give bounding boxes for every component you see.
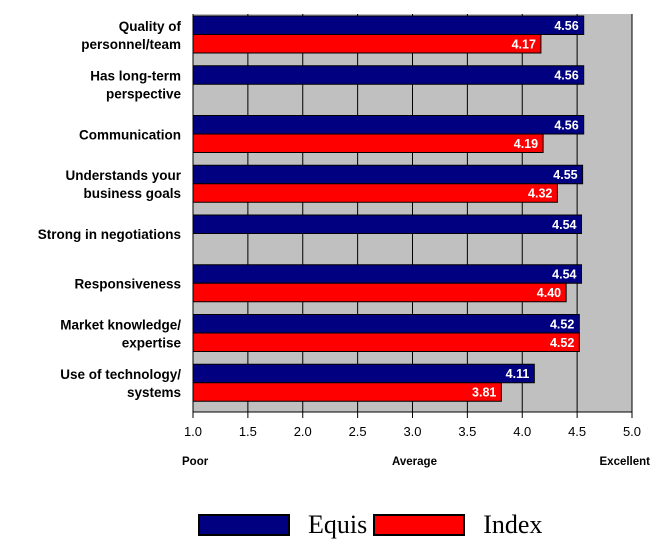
category-label: Market knowledge/expertise bbox=[60, 317, 181, 350]
scale-label-average: Average bbox=[392, 456, 437, 468]
legend-swatch-equis bbox=[198, 514, 290, 536]
data-label-index: 4.52 bbox=[550, 336, 574, 350]
x-tick-label: 5.0 bbox=[623, 424, 641, 439]
bar-equis bbox=[192, 214, 583, 234]
category-label: Understands your business goals bbox=[65, 168, 181, 201]
bar-index bbox=[192, 183, 558, 203]
bar-equis bbox=[192, 264, 583, 284]
x-tick-label: 2.0 bbox=[294, 424, 312, 439]
bar-index bbox=[192, 332, 580, 352]
x-tick-label: 4.0 bbox=[513, 424, 531, 439]
x-tick-label: 3.0 bbox=[403, 424, 421, 439]
data-label-equis: 4.56 bbox=[554, 19, 578, 33]
bar-equis bbox=[192, 363, 535, 384]
bar-index bbox=[192, 282, 567, 303]
data-label-equis: 4.54 bbox=[552, 268, 576, 282]
data-label-index: 3.81 bbox=[472, 386, 496, 400]
data-label-equis: 4.55 bbox=[553, 168, 577, 182]
data-label-index: 4.17 bbox=[512, 37, 536, 51]
x-tick-label: 1.0 bbox=[184, 424, 202, 439]
legend-label-index: Index bbox=[483, 510, 543, 539]
bar-chart: 4.56 4.17 4.56 4.56 4.19 4.554.32 4.54 4.54 4.40… bbox=[38, 14, 651, 468]
data-label-index: 4.19 bbox=[514, 137, 538, 151]
category-label: Has long-term perspective bbox=[90, 69, 181, 102]
data-label-equis: 4.52 bbox=[550, 317, 574, 331]
category-label: Strong in negotiations bbox=[38, 227, 181, 242]
bar-equis bbox=[192, 115, 585, 135]
category-label: Responsiveness bbox=[74, 277, 181, 292]
legend-swatch-index bbox=[373, 514, 466, 536]
data-label-equis: 4.11 bbox=[506, 367, 530, 381]
category-label: Use of technology/systems bbox=[60, 367, 181, 400]
bar-index bbox=[192, 34, 542, 54]
bar-index bbox=[192, 133, 544, 153]
x-tick-label: 3.5 bbox=[458, 424, 476, 439]
bar-equis bbox=[192, 314, 580, 334]
bar-index bbox=[192, 382, 502, 402]
data-label-equis: 4.56 bbox=[554, 118, 578, 132]
data-label-equis: 4.54 bbox=[552, 218, 576, 232]
bar-equis bbox=[192, 164, 584, 185]
legend: Equis Index bbox=[198, 510, 542, 540]
x-tick-label: 1.5 bbox=[239, 424, 257, 439]
category-label: Communication bbox=[79, 127, 181, 142]
data-label-index: 4.32 bbox=[528, 187, 552, 201]
data-label-index: 4.40 bbox=[537, 286, 561, 300]
legend-label-equis: Equis bbox=[308, 510, 368, 539]
scale-label-excellent: Excellent bbox=[600, 456, 651, 468]
legend-item-index: Index bbox=[373, 510, 542, 540]
legend-item-equis: Equis bbox=[198, 510, 367, 540]
x-tick-label: 4.5 bbox=[568, 424, 586, 439]
scale-label-poor: Poor bbox=[182, 456, 209, 468]
bar-equis bbox=[192, 15, 585, 35]
category-label: Quality of personnel/team bbox=[81, 19, 181, 52]
bar-equis bbox=[192, 65, 585, 85]
x-tick-label: 2.5 bbox=[349, 424, 367, 439]
data-label-equis: 4.56 bbox=[554, 69, 578, 83]
